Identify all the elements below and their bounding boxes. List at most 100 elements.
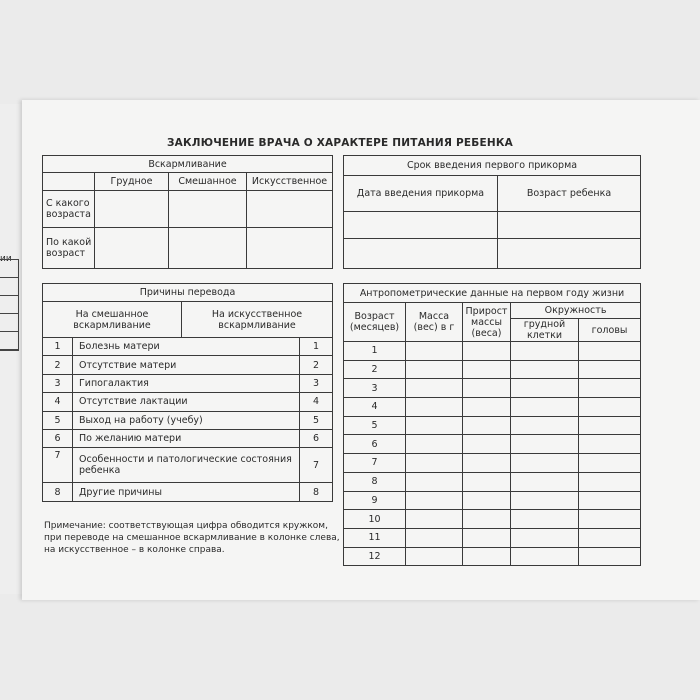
reason-number-left[interactable]: 8 <box>42 482 73 502</box>
input-cell[interactable] <box>462 397 511 417</box>
input-cell[interactable] <box>497 238 641 269</box>
input-cell[interactable] <box>577 415 642 436</box>
reason-number-right[interactable]: 3 <box>298 373 334 394</box>
input-cell[interactable] <box>405 359 463 380</box>
input-cell[interactable] <box>577 341 642 361</box>
input-cell[interactable] <box>245 190 334 228</box>
input-cell[interactable] <box>577 490 642 511</box>
month-number: 6 <box>343 434 406 455</box>
note: Примечание: соответствующая цифра обводи… <box>44 521 340 555</box>
reason-number-left[interactable]: 6 <box>42 428 73 449</box>
input-cell[interactable] <box>405 415 463 436</box>
input-cell[interactable] <box>405 341 463 361</box>
input-cell[interactable] <box>510 471 579 492</box>
input-cell[interactable] <box>510 453 579 473</box>
reason-label: Особенности и патологические состояния р… <box>72 447 300 484</box>
input-cell[interactable] <box>462 378 511 399</box>
input-cell[interactable] <box>168 190 247 228</box>
input-cell[interactable] <box>462 490 511 511</box>
input-cell[interactable] <box>577 509 642 529</box>
input-cell[interactable] <box>577 453 642 473</box>
feeding-header: Вскармливание <box>41 155 334 173</box>
input-cell[interactable] <box>94 227 169 269</box>
reason-number-right[interactable]: 1 <box>298 336 334 357</box>
input-cell[interactable] <box>462 341 511 361</box>
month-number: 8 <box>343 471 406 492</box>
month-row: 10 <box>343 509 642 529</box>
input-cell[interactable] <box>577 378 642 399</box>
reason-number-left[interactable]: 4 <box>42 392 73 412</box>
col-chest: грудной клетки <box>510 318 579 342</box>
input-cell[interactable] <box>510 546 579 567</box>
month-row: 8 <box>343 471 642 492</box>
input-cell[interactable] <box>462 415 511 436</box>
input-cell[interactable] <box>577 546 642 567</box>
input-cell[interactable] <box>510 490 579 511</box>
month-row: 5 <box>343 415 642 436</box>
input-cell[interactable] <box>405 546 463 567</box>
input-cell[interactable] <box>343 211 498 239</box>
input-cell[interactable] <box>510 359 579 380</box>
reason-number-left[interactable]: 1 <box>42 336 73 357</box>
input-cell[interactable] <box>510 434 579 455</box>
input-cell[interactable] <box>405 527 463 548</box>
input-cell[interactable] <box>405 490 463 511</box>
reason-number-right[interactable]: 8 <box>298 482 334 502</box>
input-cell[interactable] <box>510 527 579 548</box>
input-cell[interactable] <box>405 453 463 473</box>
input-cell[interactable] <box>577 527 642 548</box>
input-cell[interactable] <box>577 397 642 417</box>
reason-label: Болезнь матери <box>72 336 300 357</box>
col-date: Дата введения прикорма <box>343 175 498 212</box>
input-cell[interactable] <box>462 359 511 380</box>
input-cell[interactable] <box>462 471 511 492</box>
month-number: 9 <box>343 490 406 511</box>
input-cell[interactable] <box>510 378 579 399</box>
reason-row: 3 Гипогалактия 3 <box>42 373 334 394</box>
input-cell[interactable] <box>405 434 463 455</box>
reason-number-right[interactable]: 6 <box>298 428 334 449</box>
reason-row: 4 Отсутствие лактации 4 <box>42 392 334 412</box>
reason-number-left[interactable]: 5 <box>42 410 73 430</box>
input-cell[interactable] <box>577 434 642 455</box>
month-number: 4 <box>343 397 406 417</box>
reason-number-right[interactable]: 7 <box>298 447 334 484</box>
input-cell[interactable] <box>510 341 579 361</box>
complementary-table: Срок введения первого прикорма Дата введ… <box>343 155 641 269</box>
month-number: 7 <box>343 453 406 473</box>
input-cell[interactable] <box>405 378 463 399</box>
input-cell[interactable] <box>405 471 463 492</box>
col-gain: Прирост массы (веса) <box>462 302 511 342</box>
input-cell[interactable] <box>577 471 642 492</box>
input-cell[interactable] <box>462 527 511 548</box>
input-cell[interactable] <box>462 453 511 473</box>
input-cell[interactable] <box>510 397 579 417</box>
input-cell[interactable] <box>462 434 511 455</box>
reason-number-left[interactable]: 2 <box>42 355 73 375</box>
reason-number-left[interactable]: 7 <box>42 447 73 484</box>
input-cell[interactable] <box>405 509 463 529</box>
reason-number-left[interactable]: 3 <box>42 373 73 394</box>
input-cell[interactable] <box>168 227 247 269</box>
col-artificial: Искусственное <box>245 172 334 191</box>
col-to-artificial: На искусственное вскармливание <box>180 301 334 338</box>
month-row: 11 <box>343 527 642 548</box>
reason-number-right[interactable]: 4 <box>298 392 334 412</box>
input-cell[interactable] <box>497 211 641 239</box>
reason-label: Выход на работу (учебу) <box>72 410 300 430</box>
input-cell[interactable] <box>462 509 511 529</box>
reason-number-right[interactable]: 2 <box>298 355 334 375</box>
input-cell[interactable] <box>245 227 334 269</box>
input-cell[interactable] <box>510 509 579 529</box>
reason-number-right[interactable]: 5 <box>298 410 334 430</box>
input-cell[interactable] <box>94 190 169 228</box>
col-breast: Грудное <box>94 172 169 191</box>
input-cell[interactable] <box>510 415 579 436</box>
col-head: головы <box>577 318 642 342</box>
complementary-header: Срок введения первого прикорма <box>343 155 641 176</box>
row-from-age: С какого возраста <box>42 190 95 228</box>
input-cell[interactable] <box>343 238 498 269</box>
input-cell[interactable] <box>462 546 511 567</box>
input-cell[interactable] <box>405 397 463 417</box>
input-cell[interactable] <box>577 359 642 380</box>
